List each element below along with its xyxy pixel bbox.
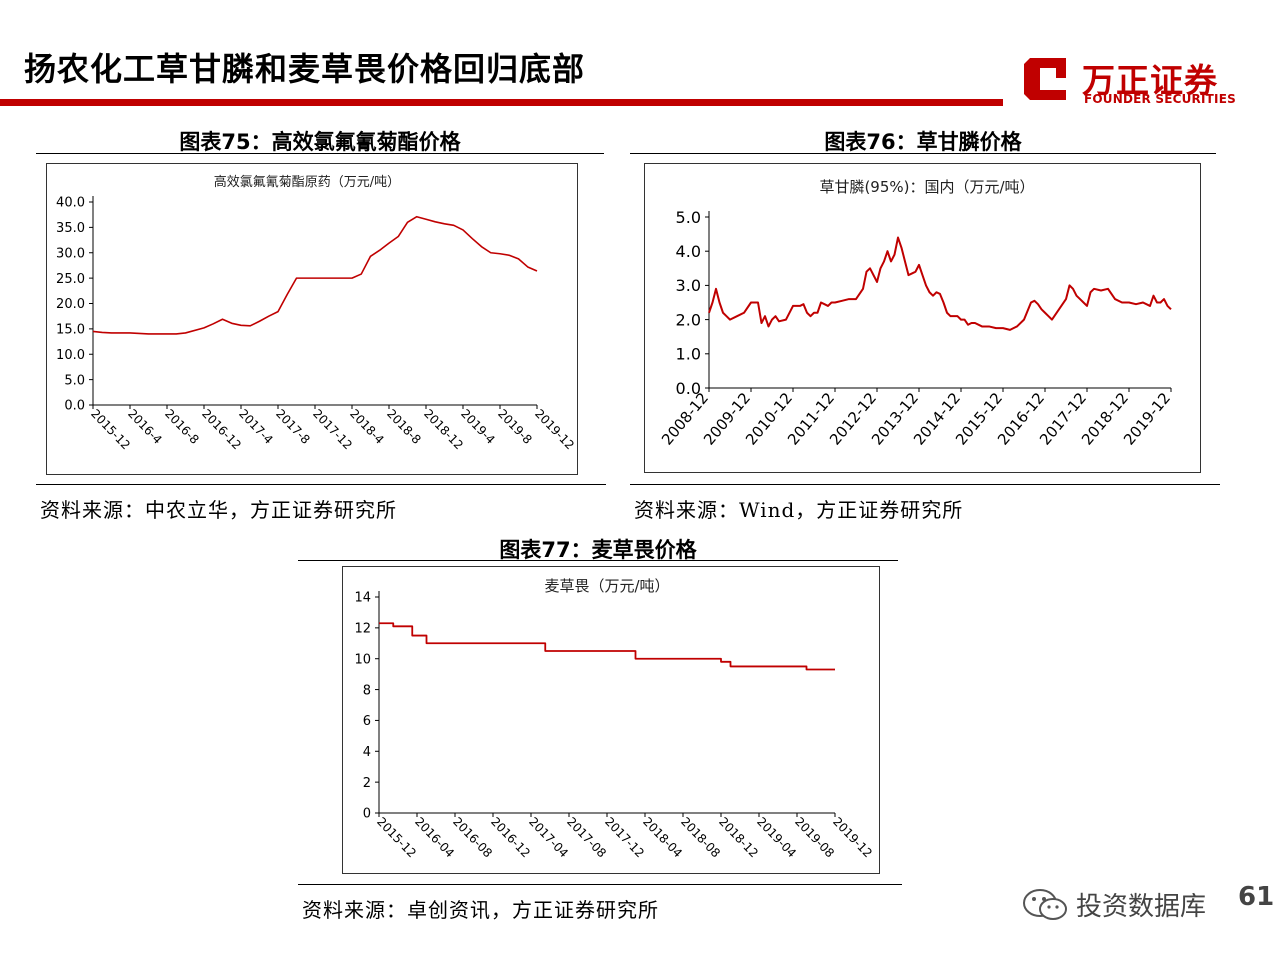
fig77-x-tick-label: 2019-12: [830, 814, 875, 860]
fig75-x-tick-label: 2018-8: [384, 406, 424, 446]
fig77-x-tick-label: 2019-08: [792, 814, 837, 860]
fig77-bottom-rule: [298, 884, 902, 885]
fig75-y-tick-label: 20.0: [56, 297, 85, 312]
fig77-y-tick-label: 4: [363, 745, 371, 760]
fig76-source: 资料来源：Wind，方正证券研究所: [634, 498, 964, 522]
fig77-x-tick-label: 2018-12: [716, 814, 761, 860]
fig76-bottom-rule: [630, 484, 1220, 485]
fig77-x-tick-label: 2017-12: [602, 814, 647, 860]
fig77-x-tick-label: 2016-04: [412, 814, 457, 860]
fig75-x-tick-label: 2019-8: [495, 406, 535, 446]
fig75-x-tick-label: 2017-8: [273, 406, 313, 446]
fig75-bottom-rule: [36, 484, 606, 485]
fig76-chart: 草甘膦(95%)：国内（万元/吨） 0.0 1.0 2.0 3.0 4.0 5.0 2008-…: [644, 163, 1201, 473]
fig76-y-tick-label: 5.0: [676, 208, 701, 227]
fig77-top-rule: [298, 560, 898, 561]
fig76-svg: 草甘膦(95%)：国内（万元/吨）0.01.02.03.04.05.02008-…: [658, 178, 1174, 449]
fig75-svg: 高效氯氟氰菊酯原药（万元/吨） 0.0 5.0 10.0 15.0 20.0 25.0 30.…: [56, 174, 577, 452]
fig77-source: 资料来源：卓创资讯，方正证券研究所: [302, 898, 659, 922]
fig77-x-tick-label: 2017-04: [526, 814, 571, 860]
fig75-title: 图表75：高效氯氟氰菊酯价格: [179, 130, 461, 154]
fig75-x-tick-label: 2016-12: [199, 406, 244, 452]
fig75-y-tick-label: 10.0: [56, 348, 85, 363]
fig75-x-tick-label: 2018-12: [421, 406, 466, 452]
watermark-text: 投资数据库: [1076, 892, 1207, 922]
founder-logo-mark-icon: [1024, 58, 1066, 100]
fig75-x-tick-label: 2017-12: [310, 406, 355, 452]
fig76-series-line-0: [708, 236, 1172, 331]
fig76-y-tick-label: 2.0: [676, 310, 701, 329]
fig75-y-tick-label: 0.0: [64, 399, 85, 414]
fig77-chart-title: 麦草畏（万元/吨）: [544, 577, 669, 595]
founder-logo: 万正证券 FOUNDER SECURITIES: [1022, 56, 1242, 108]
slide-title: 扬农化工草甘膦和麦草畏价格回归底部: [24, 50, 586, 88]
fig75-chart-title: 高效氯氟氰菊酯原药（万元/吨）: [214, 174, 400, 190]
fig77-title: 图表77：麦草畏价格: [499, 538, 697, 562]
fig76-y-tick-label: 4.0: [676, 242, 701, 261]
fig77-series-line-0: [379, 622, 835, 671]
fig75-x-tick-label: 2015-12: [88, 406, 133, 452]
fig77-chart: 麦草畏（万元/吨） 0 2 4 6 8 10 12 14 2015-12 2016-04 2016-0…: [342, 566, 880, 874]
fig75-y-tick-label: 25.0: [56, 272, 85, 287]
fig77-y-tick-label: 6: [363, 714, 371, 729]
fig75-chart: 高效氯氟氰菊酯原药（万元/吨） 0.0 5.0 10.0 15.0 20.0 25.0 30.…: [46, 163, 578, 475]
fig75-y-tick-label: 30.0: [56, 246, 85, 261]
fig76-y-tick-label: 0.0: [676, 379, 701, 398]
fig77-y-tick-label: 14: [354, 591, 371, 606]
fig77-y-tick-label: 12: [354, 622, 371, 637]
fig75-series-line-0: [92, 215, 538, 335]
fig75-x-tick-label: 2016-8: [162, 406, 202, 446]
page-number: 61: [1238, 882, 1275, 912]
fig77-x-tick-label: 2018-08: [678, 814, 723, 860]
logo-en-text: FOUNDER SECURITIES: [1084, 92, 1236, 106]
fig75-top-rule: [36, 153, 604, 154]
fig77-y-tick-label: 8: [363, 683, 371, 698]
fig75-y-tick-label: 5.0: [64, 373, 85, 388]
title-rule: [0, 99, 1003, 106]
fig77-x-tick-label: 2017-08: [564, 814, 609, 860]
fig77-y-tick-label: 2: [363, 776, 371, 791]
wechat-icon: [1023, 889, 1067, 920]
fig75-y-tick-label: 35.0: [56, 221, 85, 236]
fig77-x-tick-label: 2016-12: [488, 814, 533, 860]
fig76-title: 图表76：草甘膦价格: [824, 130, 1022, 154]
fig77-x-tick-label: 2016-08: [450, 814, 495, 860]
fig76-top-rule: [630, 153, 1216, 154]
fig76-y-tick-label: 3.0: [676, 276, 701, 295]
fig75-source: 资料来源：中农立华，方正证券研究所: [40, 498, 397, 522]
fig75-y-tick-label: 40.0: [56, 196, 85, 211]
fig77-x-tick-label: 2018-04: [640, 814, 685, 860]
fig75-y-tick-label: 15.0: [56, 323, 85, 338]
fig77-svg: 麦草畏（万元/吨） 0 2 4 6 8 10 12 14 2015-122016-042016-0…: [354, 577, 875, 860]
fig76-chart-title: 草甘膦(95%)：国内（万元/吨）: [819, 178, 1034, 196]
logo-cn-text: 万正证券: [1082, 61, 1218, 100]
fig77-y-tick-label: 0: [363, 807, 371, 822]
fig77-x-tick-label: 2019-04: [754, 814, 799, 860]
fig77-y-tick-label: 10: [354, 652, 371, 667]
fig75-x-tick-label: 2019-12: [532, 406, 577, 452]
fig77-x-tick-label: 2015-12: [374, 814, 419, 860]
fig76-y-tick-label: 1.0: [676, 345, 701, 364]
